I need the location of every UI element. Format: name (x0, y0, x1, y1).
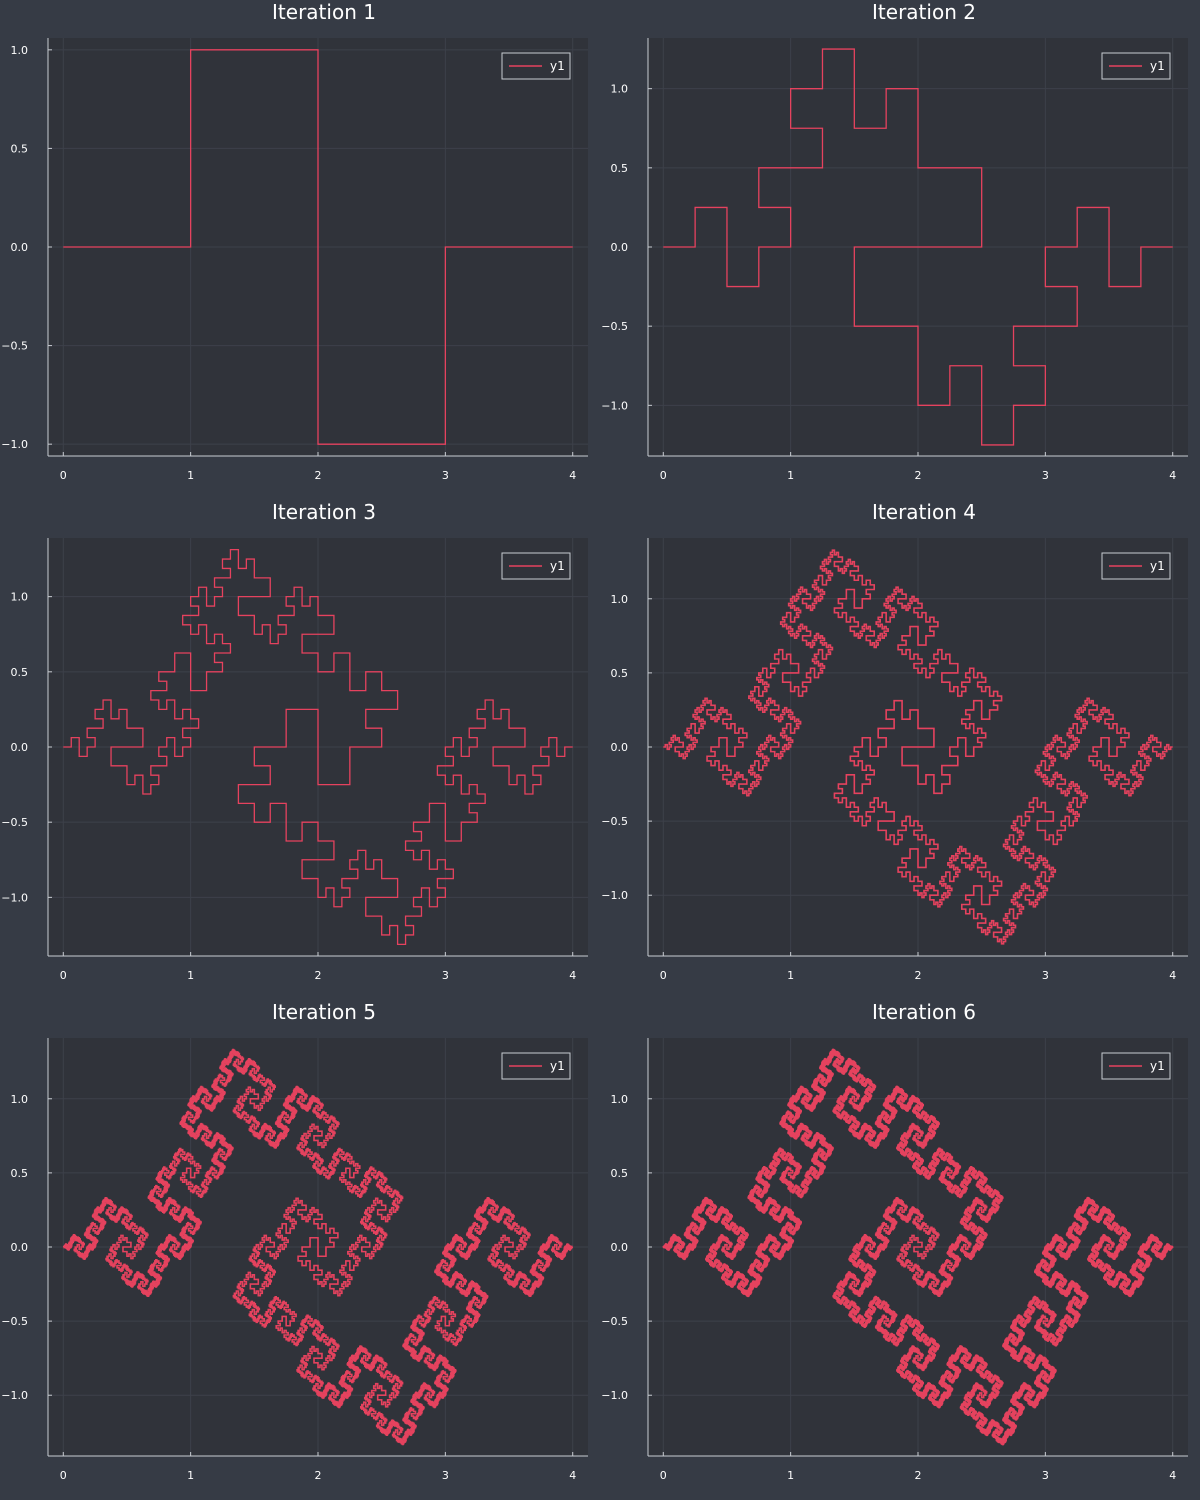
y-tick-label: 0.5 (611, 162, 629, 175)
y-tick-label: −1.0 (1, 891, 28, 904)
y-tick-label: −0.5 (1, 816, 28, 829)
x-tick-label: 1 (787, 469, 794, 482)
x-tick-label: 2 (315, 1469, 322, 1482)
series-line-y1 (63, 549, 573, 945)
x-tick-label: 2 (315, 969, 322, 982)
x-tick-label: 4 (1169, 1469, 1176, 1482)
x-tick-label: 2 (915, 969, 922, 982)
y-tick-label: −1.0 (1, 1389, 28, 1402)
legend-label: y1 (550, 1059, 565, 1073)
y-tick-label: 1.0 (611, 83, 629, 96)
x-tick-label: 3 (1042, 469, 1049, 482)
x-tick-label: 1 (787, 969, 794, 982)
series-line-y1 (62, 1048, 574, 1446)
series-line-y1 (63, 49, 573, 445)
series-line-y1 (662, 1048, 1174, 1446)
x-tick-label: 3 (1042, 969, 1049, 982)
y-tick-label: 0.0 (611, 1241, 629, 1254)
x-tick-label: 3 (1042, 1469, 1049, 1482)
y-tick-label: 0.0 (11, 741, 29, 754)
x-tick-label: 1 (787, 1469, 794, 1482)
y-tick-label: 0.0 (611, 241, 629, 254)
y-tick-label: −1.0 (1, 438, 28, 451)
y-tick-label: −0.5 (601, 320, 628, 333)
series-line-y1 (663, 549, 1173, 945)
x-tick-label: 2 (315, 469, 322, 482)
y-tick-label: 0.0 (11, 241, 29, 254)
x-tick-label: 1 (187, 1469, 194, 1482)
y-tick-label: 1.0 (11, 44, 29, 57)
series-line-y1 (663, 48, 1173, 446)
y-tick-label: −0.5 (1, 1315, 28, 1328)
x-tick-label: 4 (569, 969, 576, 982)
x-tick-label: 4 (1169, 469, 1176, 482)
x-tick-label: 4 (569, 1469, 576, 1482)
legend-label: y1 (550, 59, 565, 73)
x-tick-label: 3 (442, 969, 449, 982)
x-tick-label: 0 (60, 969, 67, 982)
chart-title: Iteration 5 (272, 1000, 376, 1024)
y-tick-label: 0.5 (611, 1167, 629, 1180)
y-tick-label: −1.0 (601, 889, 628, 902)
legend-label: y1 (1150, 59, 1165, 73)
y-tick-label: 1.0 (611, 593, 629, 606)
legend-label: y1 (550, 559, 565, 573)
y-tick-label: 0.5 (11, 1167, 29, 1180)
x-tick-label: 3 (442, 469, 449, 482)
x-tick-label: 0 (60, 1469, 67, 1482)
x-tick-label: 2 (915, 1469, 922, 1482)
chart-panel-5: Iteration 5 0 1 2 3 4 −1.0 −0.5 0.0 0.5 1.0 y1 (1, 1000, 588, 1482)
chart-title: Iteration 2 (872, 0, 976, 24)
chart-panel-4: Iteration 4 0 1 2 3 4 −1.0 −0.5 0.0 0.5 1.0 y1 (601, 500, 1188, 982)
x-tick-label: 2 (915, 469, 922, 482)
y-tick-label: −1.0 (601, 1389, 628, 1402)
y-tick-label: −0.5 (601, 1315, 628, 1328)
x-tick-label: 1 (187, 969, 194, 982)
chart-panel-3: Iteration 3 0 1 2 3 4 −1.0 −0.5 0.0 0.5 1.0 y1 (1, 500, 588, 982)
x-tick-label: 1 (187, 469, 194, 482)
legend-label: y1 (1150, 559, 1165, 573)
y-tick-label: 0.5 (611, 667, 629, 680)
y-tick-label: 0.5 (11, 666, 29, 679)
legend-label: y1 (1150, 1059, 1165, 1073)
chart-panel-2: Iteration 2 0 1 2 3 4 −1.0 −0.5 0.0 0.5 1.0 y1 (601, 0, 1188, 482)
x-tick-label: 4 (1169, 969, 1176, 982)
y-tick-label: −1.0 (601, 399, 628, 412)
chart-panel-1: Iteration 1 0 1 2 3 4 −1.0 −0.5 0.0 0.5 1.0 y1 (1, 0, 588, 482)
x-tick-label: 0 (60, 469, 67, 482)
y-tick-label: 1.0 (611, 1093, 629, 1106)
chart-title: Iteration 4 (872, 500, 976, 524)
x-tick-label: 3 (442, 1469, 449, 1482)
y-tick-label: 0.0 (611, 741, 629, 754)
y-tick-label: 0.0 (11, 1241, 29, 1254)
x-tick-label: 0 (660, 969, 667, 982)
x-tick-label: 4 (569, 469, 576, 482)
chart-title: Iteration 3 (272, 500, 376, 524)
y-tick-label: −0.5 (1, 340, 28, 353)
y-tick-label: 1.0 (11, 1093, 29, 1106)
y-tick-label: 0.5 (11, 142, 29, 155)
chart-title: Iteration 1 (272, 0, 376, 24)
y-tick-label: 1.0 (11, 591, 29, 604)
x-tick-label: 0 (660, 1469, 667, 1482)
chart-panel-6: Iteration 6 0 1 2 3 4 −1.0 −0.5 0.0 0.5 1.0 y1 (601, 1000, 1188, 1482)
chart-title: Iteration 6 (872, 1000, 976, 1024)
x-tick-label: 0 (660, 469, 667, 482)
y-tick-label: −0.5 (601, 815, 628, 828)
